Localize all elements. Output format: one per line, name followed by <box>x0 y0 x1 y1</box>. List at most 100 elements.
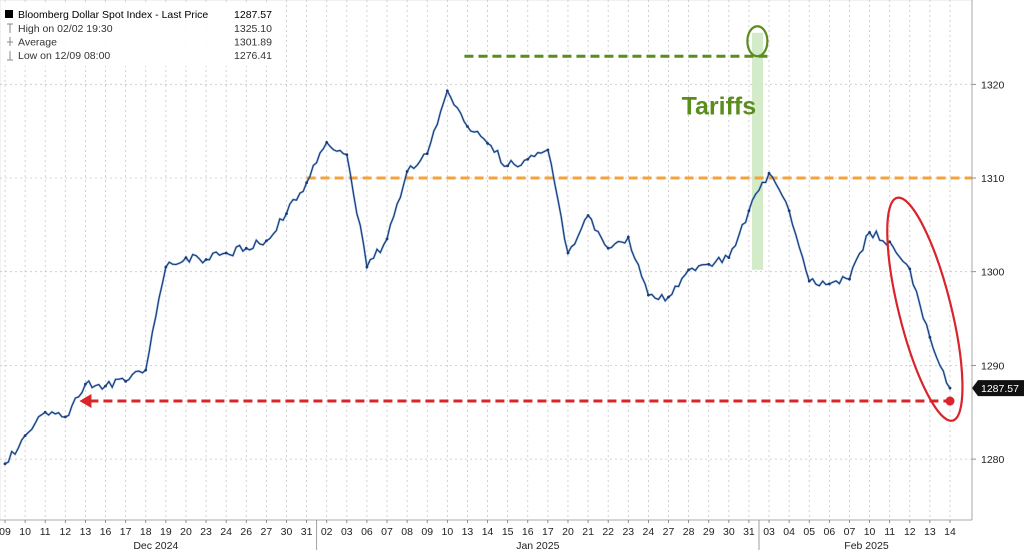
price-point <box>908 267 912 271</box>
x-tick-label: 29 <box>703 526 715 538</box>
price-point <box>385 237 389 241</box>
x-tick-label: 10 <box>19 526 31 538</box>
price-point <box>325 141 329 144</box>
x-tick-label: 22 <box>602 526 614 538</box>
price-point <box>224 251 228 255</box>
last-price-tag-label: 1287.57 <box>981 383 1019 395</box>
price-point <box>868 230 871 234</box>
price-point <box>305 181 308 185</box>
price-line <box>4 89 951 465</box>
price-point <box>566 251 570 255</box>
price-point <box>626 235 630 239</box>
price-point <box>164 265 168 269</box>
red-endpoint-dot <box>945 396 955 406</box>
legend-average-label: Average <box>18 37 57 49</box>
last-price-tag-background <box>972 380 1024 397</box>
legend-series-swatch <box>5 10 13 18</box>
price-point <box>3 462 7 466</box>
x-tick-label: 24 <box>643 526 655 538</box>
price-point <box>405 170 409 173</box>
price-point <box>707 262 711 266</box>
x-tick-label: 14 <box>944 526 956 538</box>
x-tick-label: 13 <box>80 526 92 538</box>
x-tick-label: 23 <box>200 526 212 538</box>
x-tick-label: 20 <box>562 526 574 538</box>
low-marker-icon <box>7 51 13 61</box>
price-point <box>526 157 530 161</box>
x-month-label: Jan 2025 <box>516 540 559 550</box>
price-point <box>687 268 691 272</box>
legend-high-label: High on 02/02 19:30 <box>18 23 113 35</box>
x-tick-label: 21 <box>582 526 594 538</box>
x-tick-label: 11 <box>40 526 51 538</box>
x-tick-label: 17 <box>120 526 132 538</box>
x-tick-label: 27 <box>663 526 675 538</box>
legend-background <box>2 2 280 66</box>
x-tick-label: 12 <box>904 526 916 538</box>
x-tick-label: 16 <box>100 526 112 538</box>
price-point <box>63 415 67 419</box>
price-point <box>948 386 952 390</box>
x-tick-label: 13 <box>462 526 474 538</box>
price-point <box>747 209 751 213</box>
x-tick-label: 31 <box>301 526 313 538</box>
x-tick-label: 15 <box>502 526 514 538</box>
red-arrowhead-icon <box>79 394 92 409</box>
y-tick-label: 1320 <box>981 79 1005 91</box>
legend-low-label: Low on 12/09 08:00 <box>18 50 110 62</box>
price-point <box>184 256 188 260</box>
legend-average-value: 1301.89 <box>234 37 272 49</box>
price-point <box>445 89 449 93</box>
x-month-label: Dec 2024 <box>133 540 178 550</box>
x-tick-label: 08 <box>401 526 413 538</box>
x-tick-label: 04 <box>783 526 795 538</box>
x-tick-label: 23 <box>622 526 634 538</box>
price-point <box>264 239 268 243</box>
x-month-label: Feb 2025 <box>844 540 889 550</box>
price-point <box>848 277 851 281</box>
price-point <box>486 141 489 145</box>
legend-series-label: Bloomberg Dollar Spot Index - Last Price <box>18 9 208 21</box>
x-tick-label: 09 <box>421 526 433 538</box>
price-point <box>727 256 731 260</box>
x-tick-label: 10 <box>441 526 453 538</box>
x-tick-label: 02 <box>321 526 333 538</box>
price-point <box>767 171 771 175</box>
y-tick-label: 1300 <box>981 267 1005 279</box>
decline-ellipse <box>886 196 964 422</box>
price-point <box>647 293 650 297</box>
average-marker-icon <box>7 37 13 46</box>
x-tick-label: 10 <box>864 526 876 538</box>
legend-series-value: 1287.57 <box>234 9 272 21</box>
x-tick-label: 30 <box>723 526 735 538</box>
horizontal-gridlines <box>0 83 972 460</box>
price-point <box>144 368 148 372</box>
price-point <box>827 282 831 286</box>
price-point <box>546 148 550 152</box>
legend-low-value: 1276.41 <box>234 50 272 62</box>
x-tick-label: 05 <box>803 526 815 538</box>
x-axis: 09 10 11 12 13 16 17 18 19 20 23 24 26 27 30 31 02 03 06 07… <box>0 519 972 550</box>
peak-circle <box>746 25 769 58</box>
x-tick-label: 07 <box>844 526 856 538</box>
price-point <box>606 246 610 250</box>
x-tick-label: 18 <box>140 526 152 538</box>
x-tick-label: 12 <box>59 526 71 538</box>
x-tick-label: 30 <box>281 526 293 538</box>
x-tick-label: 13 <box>924 526 936 538</box>
annotation-layer: Tariffs 1287.57 <box>682 25 1024 422</box>
price-series <box>3 88 952 466</box>
x-tick-label: 24 <box>220 526 232 538</box>
price-point <box>787 209 791 213</box>
x-tick-label: 16 <box>522 526 534 538</box>
x-tick-label: 07 <box>381 526 393 538</box>
price-point <box>23 434 27 438</box>
x-tick-label: 31 <box>743 526 755 538</box>
x-tick-label: 17 <box>542 526 554 538</box>
price-point <box>204 258 208 261</box>
x-tick-label: 26 <box>240 526 252 538</box>
price-point <box>104 384 107 388</box>
x-tick-label: 09 <box>0 526 11 538</box>
